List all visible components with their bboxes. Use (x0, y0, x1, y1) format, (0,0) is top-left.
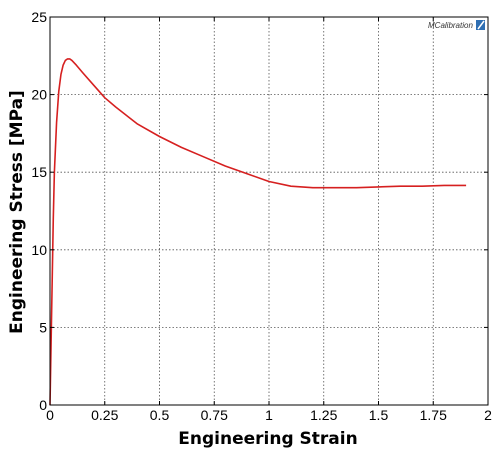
y-tick-labels: 0 5 10 15 20 25 (31, 9, 47, 413)
y-tick-label: 15 (31, 164, 47, 180)
x-tick-label: 0 (46, 407, 54, 423)
series-group (49, 58, 467, 406)
y-tick-label: 5 (39, 319, 47, 335)
x-tick-labels: 0 0.25 0.5 0.75 1 1.25 1.5 1.75 2 (46, 407, 492, 423)
x-tick-label: 0.5 (150, 407, 170, 423)
x-tick-label: 0.25 (91, 407, 118, 423)
x-tick-label: 2 (484, 407, 492, 423)
y-tick-label: 0 (39, 397, 47, 413)
y-tick-label: 20 (31, 87, 47, 103)
y-tick-label: 10 (31, 242, 47, 258)
x-tick-label: 1.5 (369, 407, 389, 423)
grid-lines (50, 17, 488, 405)
logo-slash-icon (477, 20, 485, 30)
x-tick-label: 1.75 (420, 407, 447, 423)
logo: MCalibration (428, 20, 485, 30)
x-tick-label: 0.75 (201, 407, 228, 423)
ticks-group (49, 16, 489, 406)
x-tick-label: 1.25 (310, 407, 337, 423)
y-axis-title: Engineering Stress [MPa] (7, 90, 27, 334)
y-tick-label: 25 (31, 9, 47, 25)
x-axis-title: Engineering Strain (178, 429, 357, 449)
x-tick-label: 1 (265, 407, 273, 423)
series-line (49, 58, 467, 406)
logo-text: MCalibration (428, 21, 473, 30)
